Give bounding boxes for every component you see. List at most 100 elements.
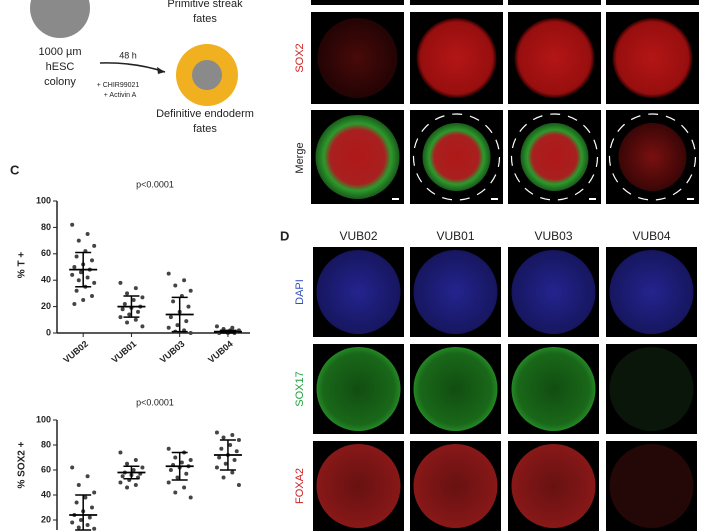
data-point [221,475,226,480]
y-tick-label: 40 [41,489,51,499]
data-point [125,291,130,296]
data-point [140,324,145,329]
data-point [166,271,171,276]
column-header: VUB04 [632,229,670,243]
data-point [236,483,241,487]
y-axis-label: % SOX2 + [17,441,28,488]
y-tick-label: 40 [41,275,51,285]
data-point [214,324,219,329]
data-point [184,319,189,324]
data-point [166,325,171,330]
data-point [168,468,173,472]
data-point [118,480,123,485]
data-point [127,312,132,317]
data-point [188,495,193,500]
y-tick-label: 20 [41,514,51,524]
y-tick-label: 20 [41,301,51,311]
data-point [131,468,136,472]
data-point [125,320,130,325]
panel-d: D DAPI SOX17 FOXA2 VUB02 VUB01 VUB03 VUB04 [280,228,697,531]
data-point [219,446,224,451]
x-tick-label: VUB04 [206,339,235,365]
data-point [81,298,86,302]
colony [514,18,595,98]
data-point [87,515,92,520]
data-point [122,301,127,306]
y-axis-label: % T + [17,252,28,279]
data-point [118,315,123,320]
colony [612,18,693,98]
data-point [92,526,97,531]
data-point [72,301,77,306]
scale-bar [687,198,694,200]
colony [618,123,687,191]
data-point [140,295,145,300]
schematic: Primitive streak fates 1000 µm hESC colo… [30,0,254,135]
data-point [179,460,184,465]
y-tick-label: 60 [41,248,51,258]
data-point [188,288,193,293]
y-tick-label: 80 [41,222,51,232]
data-point [92,243,97,248]
data-point [120,474,125,479]
image [508,0,601,5]
image [410,0,503,5]
colony [413,444,498,528]
data-point [74,500,79,505]
data-point [70,272,75,277]
data-point [230,433,235,437]
label: Definitive endoderm [156,108,254,120]
data-point [76,238,81,243]
dashed-outline [510,113,599,201]
image [311,0,404,5]
data-point [166,446,171,451]
data-point [120,307,125,312]
data-point [228,443,233,447]
data-point [217,455,222,460]
row-label: FOXA2 [294,468,306,504]
colony [317,18,398,98]
data-point [133,317,138,322]
y-tick-label: 60 [41,464,51,474]
label: hESC [46,61,75,73]
data-point [140,465,145,470]
y-tick-label: 100 [36,414,51,424]
image [606,0,699,5]
data-point [175,475,180,480]
data-point [78,270,83,275]
data-point [173,490,178,495]
data-point [70,465,75,470]
colony [511,347,596,431]
ring-center [192,60,222,90]
data-point [125,461,130,466]
data-point [188,458,193,462]
data-point [184,471,189,476]
colony [413,250,498,334]
data-point [85,275,90,280]
data-point [182,278,187,283]
data-point [89,505,94,510]
colony [316,347,401,431]
label: fates [193,13,217,25]
colony [609,444,694,528]
colony [316,250,401,334]
data-point [85,523,90,527]
data-point [85,474,90,479]
panel-c: C p<0.0001 % T + 0 20 40 60 80 100 VUB02 VUB01 VUB… [10,162,250,531]
data-point [78,518,83,522]
data-point [76,278,81,283]
label: colony [44,76,76,88]
data-point [173,283,178,288]
dashed-outline [412,113,501,201]
data-point [230,470,235,475]
colony [416,18,497,98]
colony [609,250,694,334]
data-point [133,458,138,462]
data-point [92,490,97,495]
data-point [168,315,173,320]
data-point [234,449,239,454]
scale-bar [491,198,498,200]
data-point [131,298,136,302]
data-point [232,458,237,462]
data-point [76,483,81,487]
